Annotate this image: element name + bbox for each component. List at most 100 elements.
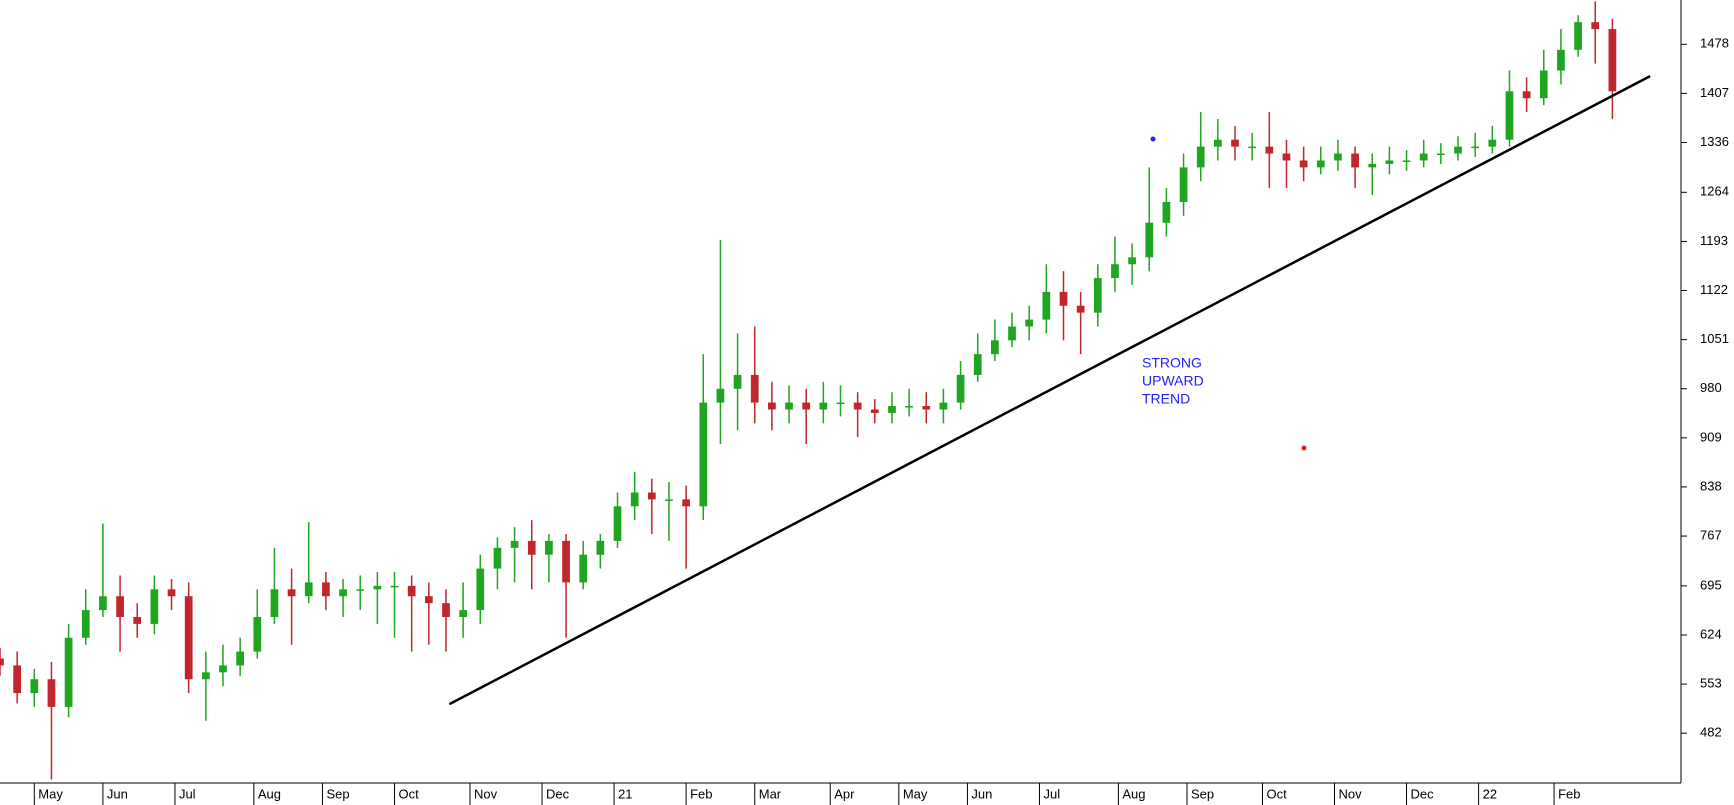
candle-body [1334, 153, 1342, 161]
candle-body [579, 554, 588, 583]
candle-body [716, 388, 725, 403]
annotation-line: UPWARD [1142, 373, 1204, 389]
x-tick-label: 21 [618, 786, 632, 801]
candle-body [956, 374, 965, 403]
candle-body [1454, 146, 1462, 154]
marker-dot [1301, 445, 1307, 451]
y-tick-label: 980 [1700, 380, 1722, 395]
candle-body [991, 340, 999, 355]
y-tick-label: 1051 [1700, 331, 1729, 346]
candle-body [1231, 139, 1239, 147]
candle-body [630, 492, 639, 507]
candle-body [236, 651, 245, 666]
candle-body [1316, 160, 1325, 168]
candle-body [304, 582, 313, 597]
candle-body [476, 568, 485, 611]
candle-body [390, 585, 399, 588]
candle-body [750, 374, 759, 403]
candle-body [1574, 22, 1582, 50]
candle-body [905, 406, 913, 408]
candle-body [768, 402, 776, 410]
candle-body [1557, 49, 1565, 71]
y-tick-label: 482 [1700, 725, 1722, 740]
candle-body [459, 610, 467, 617]
x-tick-label: Mar [759, 786, 782, 801]
candle-body [836, 402, 845, 405]
candle-body [922, 406, 931, 410]
candle-body [1042, 291, 1051, 320]
candle-body [1179, 167, 1188, 202]
candle-body [596, 540, 605, 555]
annotation-line: STRONG [1142, 355, 1202, 371]
candle-body [1522, 91, 1531, 99]
candle-body [64, 637, 73, 707]
candle-body [1402, 160, 1411, 162]
candle-body [1368, 163, 1377, 168]
candle-body [613, 506, 622, 541]
candle-body [1111, 264, 1119, 279]
candle-body [1214, 139, 1222, 147]
candle-body [527, 540, 536, 555]
y-tick-label: 1122 [1700, 282, 1728, 297]
y-tick-label: 624 [1700, 626, 1722, 641]
x-tick-label: Feb [690, 786, 712, 801]
candle-body [493, 547, 502, 569]
x-tick-label: 22 [1483, 786, 1497, 801]
x-tick-label: Oct [1266, 786, 1287, 801]
candle-body [356, 589, 365, 591]
x-tick-label: Nov [474, 786, 498, 801]
candle-body [1248, 146, 1257, 149]
candle-body [287, 589, 296, 597]
candle-body [510, 540, 519, 548]
candle-body [167, 589, 176, 597]
y-tick-label: 1193 [1700, 233, 1728, 248]
candle-body [270, 589, 279, 617]
candle-body [1591, 22, 1600, 30]
y-tick-label: 1264 [1700, 184, 1729, 199]
candle-body [1162, 201, 1171, 223]
annotation: STRONG UPWARD TREND [1142, 355, 1204, 407]
candle-body [647, 492, 656, 500]
candle-body [1076, 305, 1085, 313]
candle-body [1093, 278, 1102, 313]
candle-body [442, 603, 450, 617]
x-tick-label: Jun [971, 786, 992, 801]
candle-body [1128, 257, 1136, 265]
x-tick-label: Aug [1122, 786, 1145, 801]
candle-body [116, 596, 124, 617]
candle-body [870, 409, 879, 413]
trendline [448, 74, 1651, 706]
candle-body [81, 610, 90, 638]
candle-body [1351, 153, 1359, 168]
marker-dot [1150, 136, 1156, 142]
candle-body [30, 679, 39, 694]
candle-body [819, 402, 828, 410]
candle-body [424, 596, 433, 604]
candle-body [802, 402, 811, 410]
y-tick-label: 838 [1700, 478, 1722, 493]
candle-body [665, 499, 673, 501]
x-tick-label: Nov [1339, 786, 1363, 801]
candle-body [1008, 326, 1016, 341]
candle-body [1196, 146, 1205, 168]
candle-body [184, 596, 193, 680]
candle-body [13, 665, 22, 694]
candle-body [853, 402, 862, 410]
x-tick-label: Apr [834, 786, 855, 801]
y-tick-label: 1407 [1700, 85, 1729, 100]
candle-body [0, 658, 4, 666]
candle-body [1436, 153, 1445, 156]
candle-body [253, 616, 262, 652]
candle-body [150, 589, 159, 624]
y-tick-label: 767 [1700, 528, 1722, 543]
x-tick-label: Aug [258, 786, 281, 801]
candle-body [47, 679, 56, 707]
x-tick-label: Dec [546, 786, 570, 801]
candle-body [545, 540, 553, 555]
candle-body [1471, 146, 1480, 149]
candle-body [133, 616, 142, 624]
candle-body [888, 406, 896, 413]
candle-body [1059, 291, 1068, 306]
